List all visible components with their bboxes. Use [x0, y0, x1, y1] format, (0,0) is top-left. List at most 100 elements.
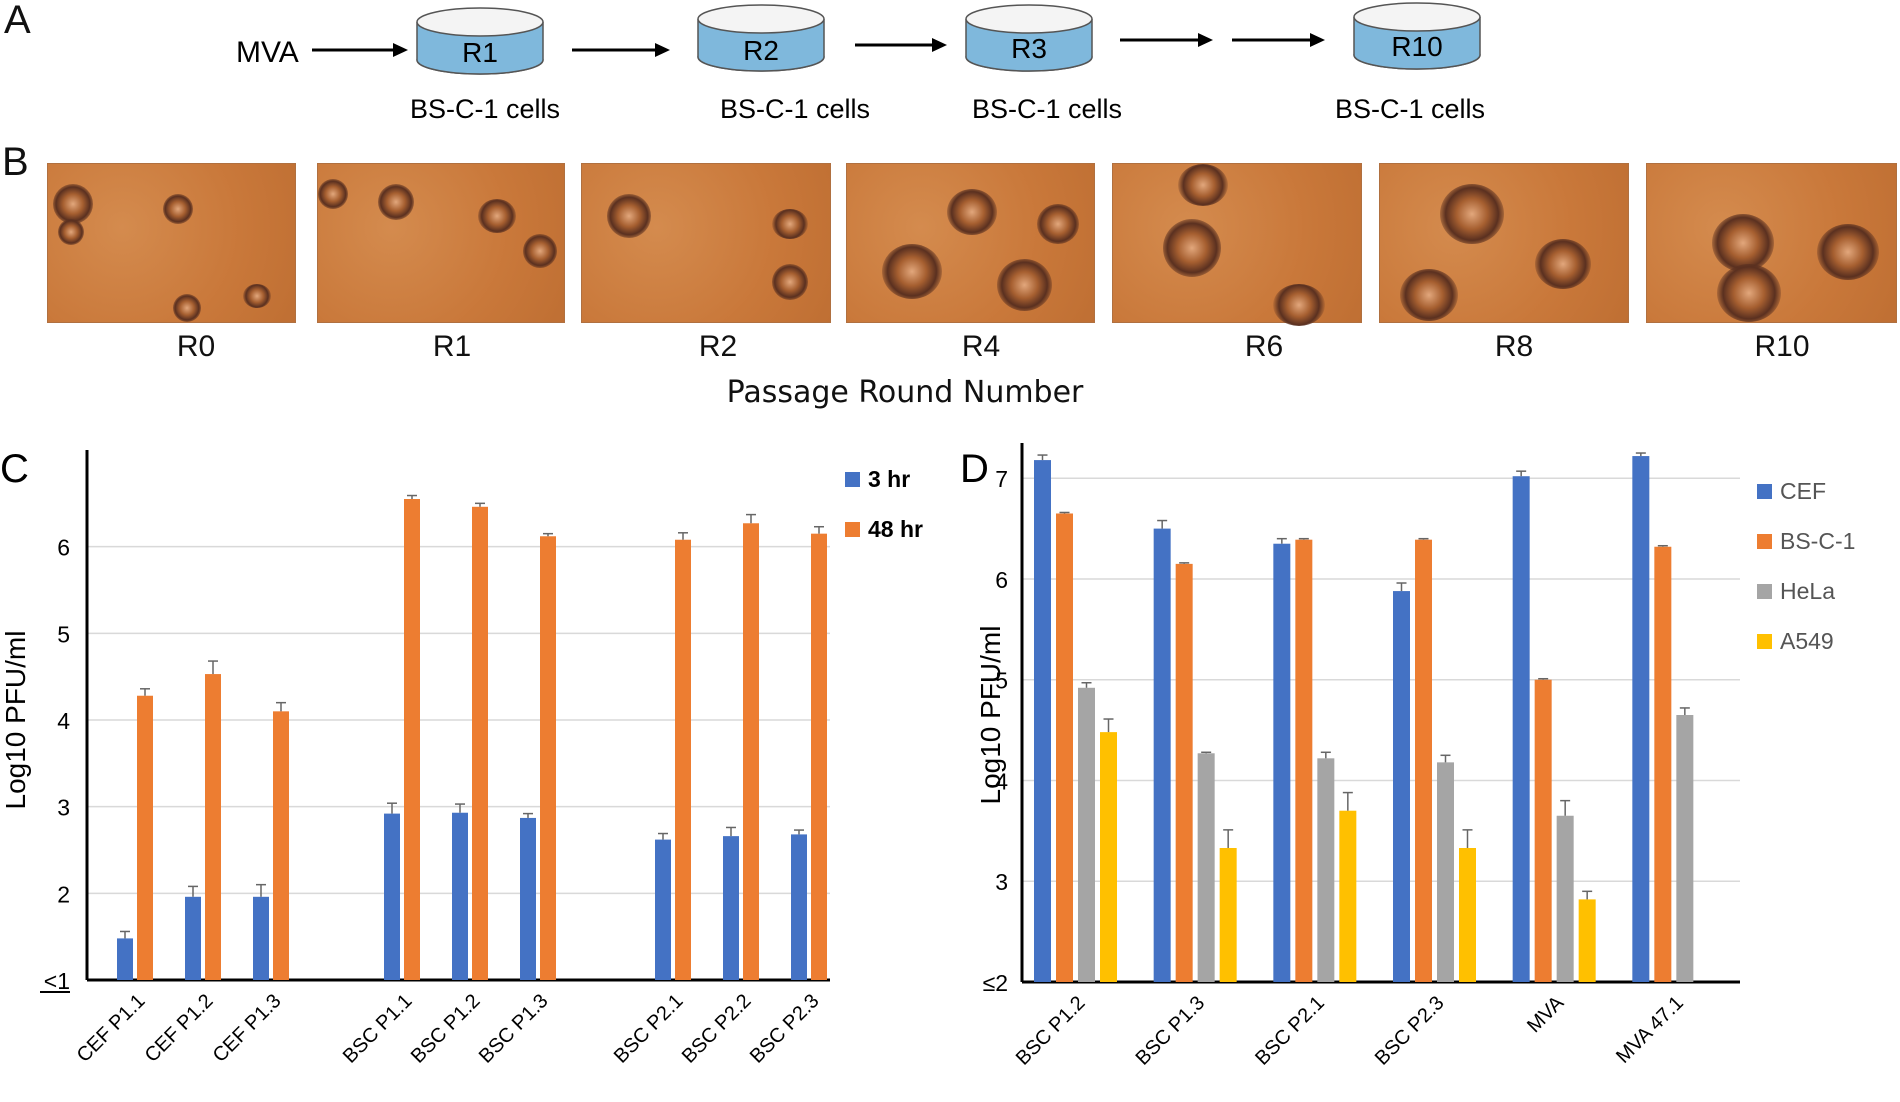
legend-swatch — [845, 522, 860, 537]
x-tick-label: BSC P2.3 — [746, 990, 824, 1068]
y-tick-label: 4 — [57, 708, 70, 734]
bar — [723, 836, 739, 980]
bar — [1512, 476, 1530, 982]
bar — [1273, 543, 1291, 982]
arrow-icon — [1232, 33, 1325, 47]
bar — [1078, 687, 1095, 982]
dish-label: R10 — [1391, 31, 1442, 62]
plaque-photo-r4 — [846, 163, 1095, 323]
panel-a: A MVA R1 BS-C-1 cells R2 BS-C-1 cells R3… — [0, 0, 1900, 140]
panel-label-a: A — [4, 0, 31, 42]
plaque-photo-r10 — [1646, 163, 1897, 323]
legend-swatch — [1757, 484, 1772, 499]
bar — [1578, 899, 1596, 982]
x-tick-label: MVA 47.1 — [1612, 992, 1688, 1068]
legend-label: BS-C-1 — [1780, 528, 1855, 554]
bar — [1676, 715, 1694, 982]
legend-swatch — [845, 472, 860, 487]
dish-r2: R2 — [697, 4, 825, 72]
dish-label: R1 — [462, 37, 498, 68]
passage-schematic: MVA R1 BS-C-1 cells R2 BS-C-1 cells R3 B… — [236, 2, 1485, 124]
x-tick-label: BSC P2.1 — [1251, 992, 1329, 1070]
passage-axis-caption: Passage Round Number — [726, 375, 1084, 410]
dish-r3: R3 — [965, 4, 1093, 72]
bar — [743, 523, 759, 980]
bar — [1534, 679, 1552, 982]
bar — [1175, 563, 1193, 982]
round-label-r8: R8 — [1494, 330, 1534, 363]
bar — [1295, 539, 1313, 982]
y-tick-label: 3 — [57, 795, 70, 821]
x-tick-label: MVA — [1523, 992, 1569, 1038]
arrow-icon — [572, 43, 670, 57]
y-tick-label: 5 — [995, 668, 1008, 694]
legend-label: HeLa — [1780, 578, 1835, 604]
x-tick-label: BSC P2.3 — [1371, 992, 1449, 1070]
legend-label: 48 hr — [868, 516, 923, 542]
bar — [404, 499, 420, 980]
bar — [117, 938, 133, 980]
bar — [1100, 732, 1117, 982]
dish-caption: BS-C-1 cells — [720, 94, 870, 124]
bar — [811, 533, 827, 980]
bar — [452, 812, 468, 980]
bar — [1393, 591, 1410, 982]
bar — [1437, 762, 1454, 982]
round-label-r0: R0 — [176, 330, 216, 363]
chart-d-svg: D ≤2 3 4 5 6 7 Log10 PFU/ml BSC P1.2 BSC P1.3 BSC … — [960, 443, 1855, 1070]
bar — [1459, 847, 1476, 982]
round-label-r4: R4 — [961, 330, 1001, 363]
dish-caption: BS-C-1 cells — [410, 94, 560, 124]
dish-r10: R10 — [1353, 2, 1481, 70]
bar — [1317, 758, 1335, 982]
bar — [253, 896, 269, 980]
dish-r1: R1 — [416, 7, 544, 75]
bar — [205, 674, 221, 980]
bar — [384, 813, 400, 980]
dish-caption: BS-C-1 cells — [972, 94, 1122, 124]
y-tick-label: 6 — [995, 567, 1008, 593]
round-label-r10: R10 — [1754, 330, 1810, 363]
bar — [791, 834, 807, 980]
x-tick-label: CEF P1.2 — [141, 990, 218, 1067]
x-tick-label: BSC P2.1 — [610, 990, 688, 1068]
y-tick-label: 5 — [57, 621, 70, 647]
legend-swatch — [1757, 584, 1772, 599]
x-tick-label: BSC P1.2 — [1012, 992, 1090, 1070]
y-tick-label: ≤2 — [983, 970, 1008, 996]
bar — [655, 839, 671, 980]
plaque-photo-r2 — [581, 163, 831, 323]
dish-caption: BS-C-1 cells — [1335, 94, 1485, 124]
round-label-r2: R2 — [698, 330, 738, 363]
y-tick-label: 3 — [995, 869, 1008, 895]
y-tick-label: <1 — [44, 968, 70, 994]
bar — [1556, 815, 1574, 982]
bar — [1034, 460, 1051, 982]
legend-swatch — [1757, 534, 1772, 549]
x-tick-label: CEF P1.3 — [209, 990, 286, 1067]
x-tick-label: BSC P1.1 — [339, 990, 417, 1068]
x-tick-label: BSC P1.3 — [1132, 992, 1210, 1070]
arrow-icon — [1120, 33, 1213, 47]
panel-label-c: C — [0, 447, 29, 491]
bar — [1415, 539, 1432, 982]
bar — [1153, 528, 1171, 982]
x-tick-label: BSC P1.3 — [475, 990, 553, 1068]
y-axis-label: Log10 PFU/ml — [0, 631, 31, 810]
bar — [472, 506, 488, 980]
bar — [1632, 456, 1650, 982]
y-tick-label: 7 — [995, 466, 1008, 492]
panel-label-d: D — [960, 447, 989, 491]
mva-input-label: MVA — [236, 36, 299, 69]
y-tick-label: 6 — [57, 535, 70, 561]
dish-label: R2 — [743, 35, 779, 66]
bar — [185, 896, 201, 980]
bar — [1219, 847, 1237, 982]
dish-label: R3 — [1011, 33, 1047, 64]
round-label-r6: R6 — [1244, 330, 1284, 363]
bar — [1654, 546, 1672, 982]
chart-d: D ≤2 3 4 5 6 7 Log10 PFU/ml BSC P1.2 BSC P1.3 BSC … — [960, 420, 1900, 1102]
legend-label: CEF — [1780, 478, 1826, 504]
y-tick-label: 4 — [995, 768, 1008, 794]
